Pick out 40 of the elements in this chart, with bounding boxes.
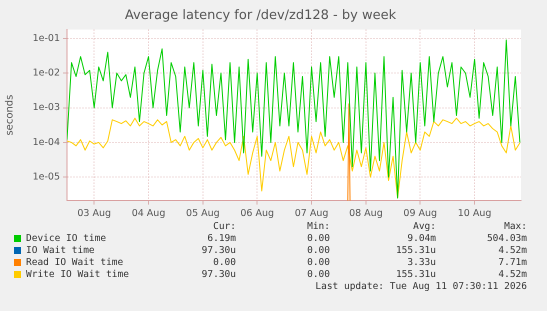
x-tick-label: 04 Aug bbox=[132, 208, 166, 219]
legend-label: Write IO Wait time bbox=[26, 269, 129, 280]
chart-title: Average latency for /dev/zd128 - by week bbox=[124, 8, 397, 24]
y-axis-title: seconds bbox=[4, 94, 16, 136]
text: 0.00 bbox=[307, 257, 330, 268]
text: 97.30u bbox=[202, 245, 236, 256]
x-tick-label: 09 Aug bbox=[403, 208, 438, 219]
text: 155.31u bbox=[396, 269, 436, 280]
x-tick-label: 07 Aug bbox=[294, 208, 328, 219]
text: 6.19m bbox=[207, 233, 236, 244]
x-tick-label: 08 Aug bbox=[349, 208, 383, 219]
legend-label: Device IO time bbox=[26, 233, 106, 244]
text: 0.00 bbox=[213, 257, 236, 268]
legend-label: IO Wait time bbox=[26, 245, 95, 256]
text: Min: bbox=[307, 221, 330, 232]
text: 0.00 bbox=[307, 233, 330, 244]
text: 3.33u bbox=[407, 257, 436, 268]
text: 0.00 bbox=[307, 269, 330, 280]
text: Max: bbox=[504, 221, 527, 232]
text: 7.71m bbox=[498, 257, 527, 268]
y-tick-label: 1e-03 bbox=[32, 102, 60, 114]
y-tick-label: 1e-02 bbox=[32, 68, 60, 79]
text: 4.52m bbox=[498, 269, 527, 280]
y-tick-label: 1e-05 bbox=[32, 172, 60, 183]
x-tick-label: 06 Aug bbox=[240, 208, 274, 219]
text: 97.30u bbox=[202, 269, 236, 280]
text: 9.04m bbox=[407, 233, 436, 244]
text: 155.31u bbox=[396, 245, 436, 256]
text: Cur: bbox=[213, 221, 236, 232]
text: Last update: Tue Aug 11 07:30:11 2026 bbox=[315, 281, 527, 292]
legend-label: Read IO Wait time bbox=[26, 257, 124, 268]
y-tick-label: 1e-01 bbox=[32, 32, 60, 44]
text: Avg: bbox=[413, 221, 436, 232]
text: 0.00 bbox=[307, 245, 330, 256]
x-tick-label: 10 Aug bbox=[458, 208, 492, 219]
text: 4.52m bbox=[498, 245, 527, 256]
y-tick-label: 1e-04 bbox=[32, 136, 60, 148]
x-tick-label: 05 Aug bbox=[186, 208, 220, 219]
x-tick-label: 03 Aug bbox=[77, 208, 112, 219]
text: 504.03m bbox=[486, 233, 527, 244]
